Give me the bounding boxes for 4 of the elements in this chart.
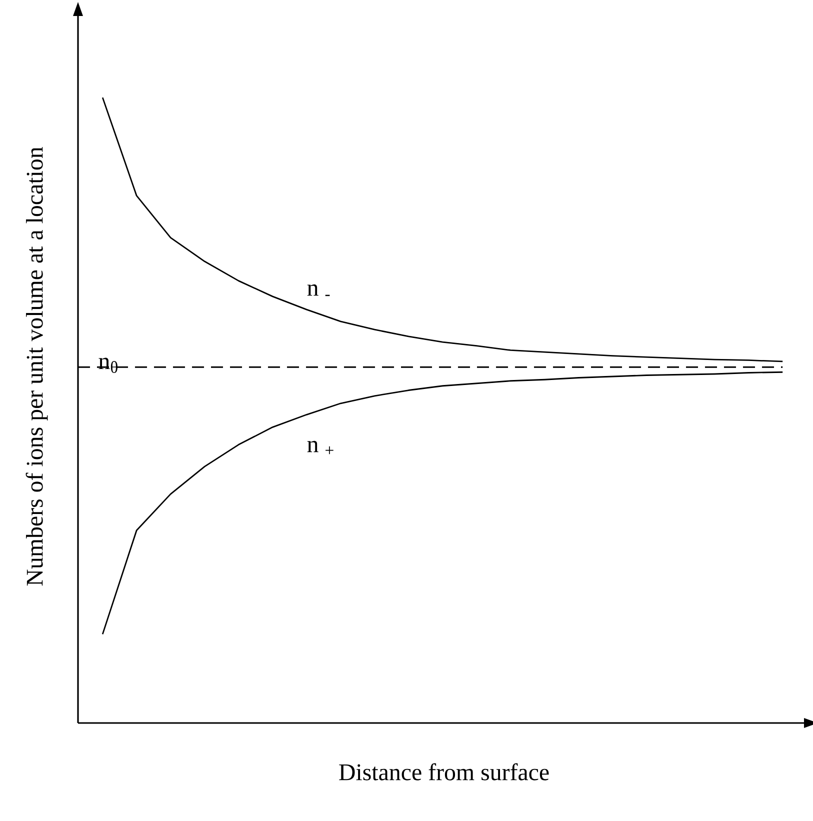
x-axis-title: Distance from surface	[339, 763, 549, 780]
series-label: n $_{-}$	[307, 284, 330, 296]
y-axis-title: Numbers of ions per unit volume at a location	[26, 147, 48, 586]
series-label: n $_{+}$	[307, 440, 334, 454]
